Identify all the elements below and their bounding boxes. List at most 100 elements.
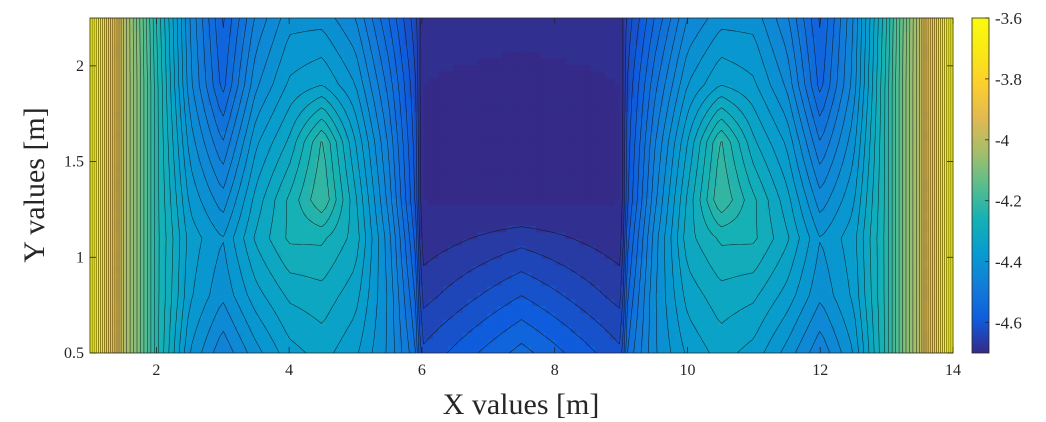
contour-cell bbox=[516, 18, 523, 26]
contour-cell bbox=[722, 91, 729, 99]
contour-cell bbox=[629, 18, 635, 26]
contour-cell bbox=[609, 58, 616, 66]
contour-cell bbox=[109, 158, 116, 166]
contour-cell bbox=[158, 24, 165, 32]
contour-cell bbox=[467, 152, 474, 160]
contour-cell bbox=[609, 131, 616, 140]
contour-cell bbox=[570, 165, 577, 173]
contour-cell bbox=[835, 152, 841, 160]
contour-cell bbox=[492, 165, 498, 173]
contour-cell bbox=[320, 138, 326, 146]
contour-cell bbox=[771, 152, 778, 160]
contour-cell bbox=[815, 158, 822, 166]
contour-cell bbox=[629, 31, 635, 39]
contour-cell bbox=[192, 165, 199, 173]
contour-cell bbox=[462, 18, 469, 26]
contour-cell bbox=[550, 44, 557, 53]
contour-cell bbox=[335, 58, 341, 66]
contour-cell bbox=[766, 145, 773, 153]
contour-cell bbox=[325, 192, 331, 200]
contour-cell bbox=[526, 172, 532, 180]
contour-cell bbox=[148, 44, 155, 53]
contour-cell bbox=[384, 71, 390, 79]
contour-cell bbox=[614, 71, 621, 79]
contour-cell bbox=[869, 24, 876, 32]
contour-cell bbox=[369, 44, 375, 53]
contour-cell bbox=[139, 111, 145, 120]
contour-cell bbox=[315, 178, 322, 187]
contour-cell bbox=[796, 111, 802, 120]
contour-cell bbox=[609, 178, 616, 187]
contour-cell bbox=[815, 24, 822, 32]
contour-cell bbox=[791, 58, 797, 66]
contour-cell bbox=[178, 18, 184, 26]
contour-cell bbox=[732, 78, 738, 86]
contour-cell bbox=[492, 44, 498, 53]
contour-cell bbox=[261, 44, 268, 53]
contour-cell bbox=[526, 198, 532, 207]
contour-cell bbox=[742, 18, 748, 26]
contour-cell bbox=[884, 192, 890, 200]
contour-cell bbox=[864, 58, 871, 66]
contour-cell bbox=[384, 125, 390, 133]
contour-cell bbox=[918, 38, 925, 46]
contour-cell bbox=[751, 51, 758, 59]
contour-cell bbox=[903, 111, 910, 120]
contour-cell bbox=[443, 125, 449, 133]
contour-cell bbox=[698, 38, 704, 46]
contour-cell bbox=[653, 192, 660, 200]
contour-cell bbox=[482, 192, 488, 200]
contour-cell bbox=[658, 85, 665, 93]
contour-cell bbox=[129, 145, 135, 153]
contour-cell bbox=[550, 51, 557, 59]
contour-cell bbox=[648, 131, 655, 140]
contour-cell bbox=[751, 71, 758, 79]
contour-cell bbox=[609, 98, 616, 106]
contour-cell bbox=[511, 185, 518, 193]
contour-cell bbox=[854, 192, 861, 200]
contour-cell bbox=[232, 131, 238, 140]
contour-cell bbox=[756, 192, 763, 200]
contour-cell bbox=[634, 64, 640, 73]
contour-cell bbox=[565, 78, 572, 86]
contour-cell bbox=[673, 152, 680, 160]
contour-cell bbox=[408, 38, 415, 46]
contour-cell bbox=[599, 85, 606, 93]
contour-cell bbox=[320, 64, 326, 73]
contour-cell bbox=[585, 172, 591, 180]
contour-cell bbox=[457, 18, 464, 26]
contour-cell bbox=[658, 118, 665, 126]
contour-cell bbox=[864, 64, 871, 73]
contour-cell bbox=[668, 38, 675, 46]
contour-cell bbox=[595, 185, 601, 193]
contour-cell bbox=[815, 31, 822, 39]
contour-cell bbox=[398, 111, 405, 120]
contour-cell bbox=[570, 78, 577, 86]
contour-cell bbox=[761, 91, 768, 99]
contour-cell bbox=[536, 18, 542, 26]
contour-cell bbox=[492, 78, 498, 86]
contour-cell bbox=[668, 158, 675, 166]
contour-cell bbox=[246, 85, 253, 93]
contour-cell bbox=[938, 24, 944, 32]
contour-cell bbox=[418, 44, 425, 53]
contour-cell bbox=[477, 198, 483, 207]
contour-cell bbox=[712, 198, 719, 207]
contour-cell bbox=[202, 131, 209, 140]
contour-cell bbox=[531, 38, 537, 46]
contour-cell bbox=[845, 165, 851, 173]
contour-cell bbox=[384, 165, 390, 173]
contour-cell bbox=[796, 44, 802, 53]
contour-cell bbox=[183, 205, 189, 213]
contour-cell bbox=[124, 198, 130, 207]
contour-cell bbox=[531, 44, 537, 53]
contour-cell bbox=[428, 125, 434, 133]
contour-cell bbox=[300, 98, 307, 106]
contour-cell bbox=[384, 31, 390, 39]
contour-cell bbox=[271, 58, 277, 66]
contour-cell bbox=[305, 178, 312, 187]
contour-cell bbox=[678, 64, 684, 73]
contour-cell bbox=[634, 38, 640, 46]
contour-cell bbox=[384, 78, 390, 86]
